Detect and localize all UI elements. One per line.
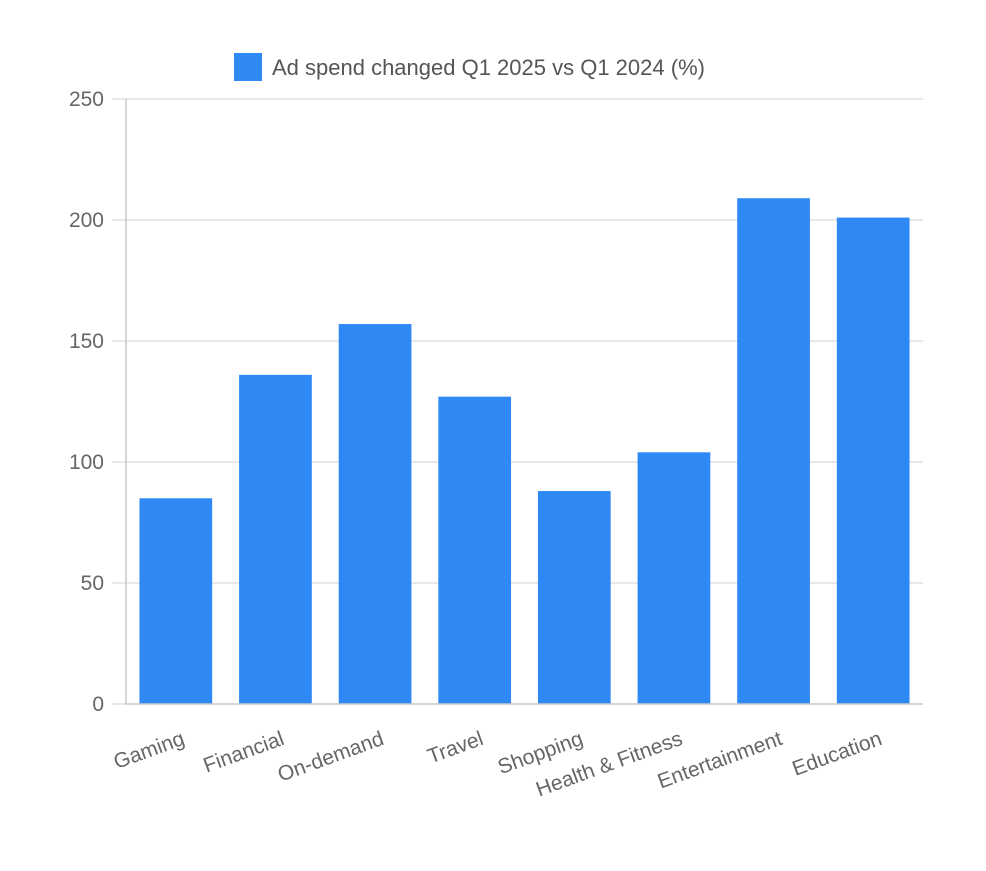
y-tick-label: 150	[69, 330, 104, 353]
y-tick-label: 50	[81, 572, 104, 595]
bar-financial[interactable]	[239, 374, 312, 704]
legend[interactable]: Ad spend changed Q1 2025 vs Q1 2024 (%)	[234, 53, 705, 81]
legend-swatch	[234, 53, 262, 81]
bars	[139, 198, 910, 704]
bar-health-fitness[interactable]	[637, 452, 711, 704]
bar-education[interactable]	[836, 217, 910, 704]
x-tick-label: On-demand	[275, 727, 387, 787]
bar-on-demand[interactable]	[338, 324, 412, 704]
bar-travel[interactable]	[438, 396, 512, 704]
y-tick-label: 0	[92, 693, 104, 716]
y-axis-ticks: 0 50 100 150 200 250	[69, 88, 104, 716]
x-tick-label: Travel	[424, 727, 486, 768]
bar-gaming[interactable]	[139, 498, 213, 704]
legend-label: Ad spend changed Q1 2025 vs Q1 2024 (%)	[272, 55, 705, 80]
x-tick-label: Financial	[200, 727, 287, 777]
y-tick-label: 250	[69, 88, 104, 111]
bar-shopping[interactable]	[537, 491, 611, 704]
x-tick-label: Gaming	[111, 727, 188, 774]
bar-entertainment[interactable]	[737, 198, 810, 704]
x-tick-label: Education	[789, 727, 885, 781]
y-tick-label: 200	[69, 209, 104, 232]
y-tick-label: 100	[69, 451, 104, 474]
